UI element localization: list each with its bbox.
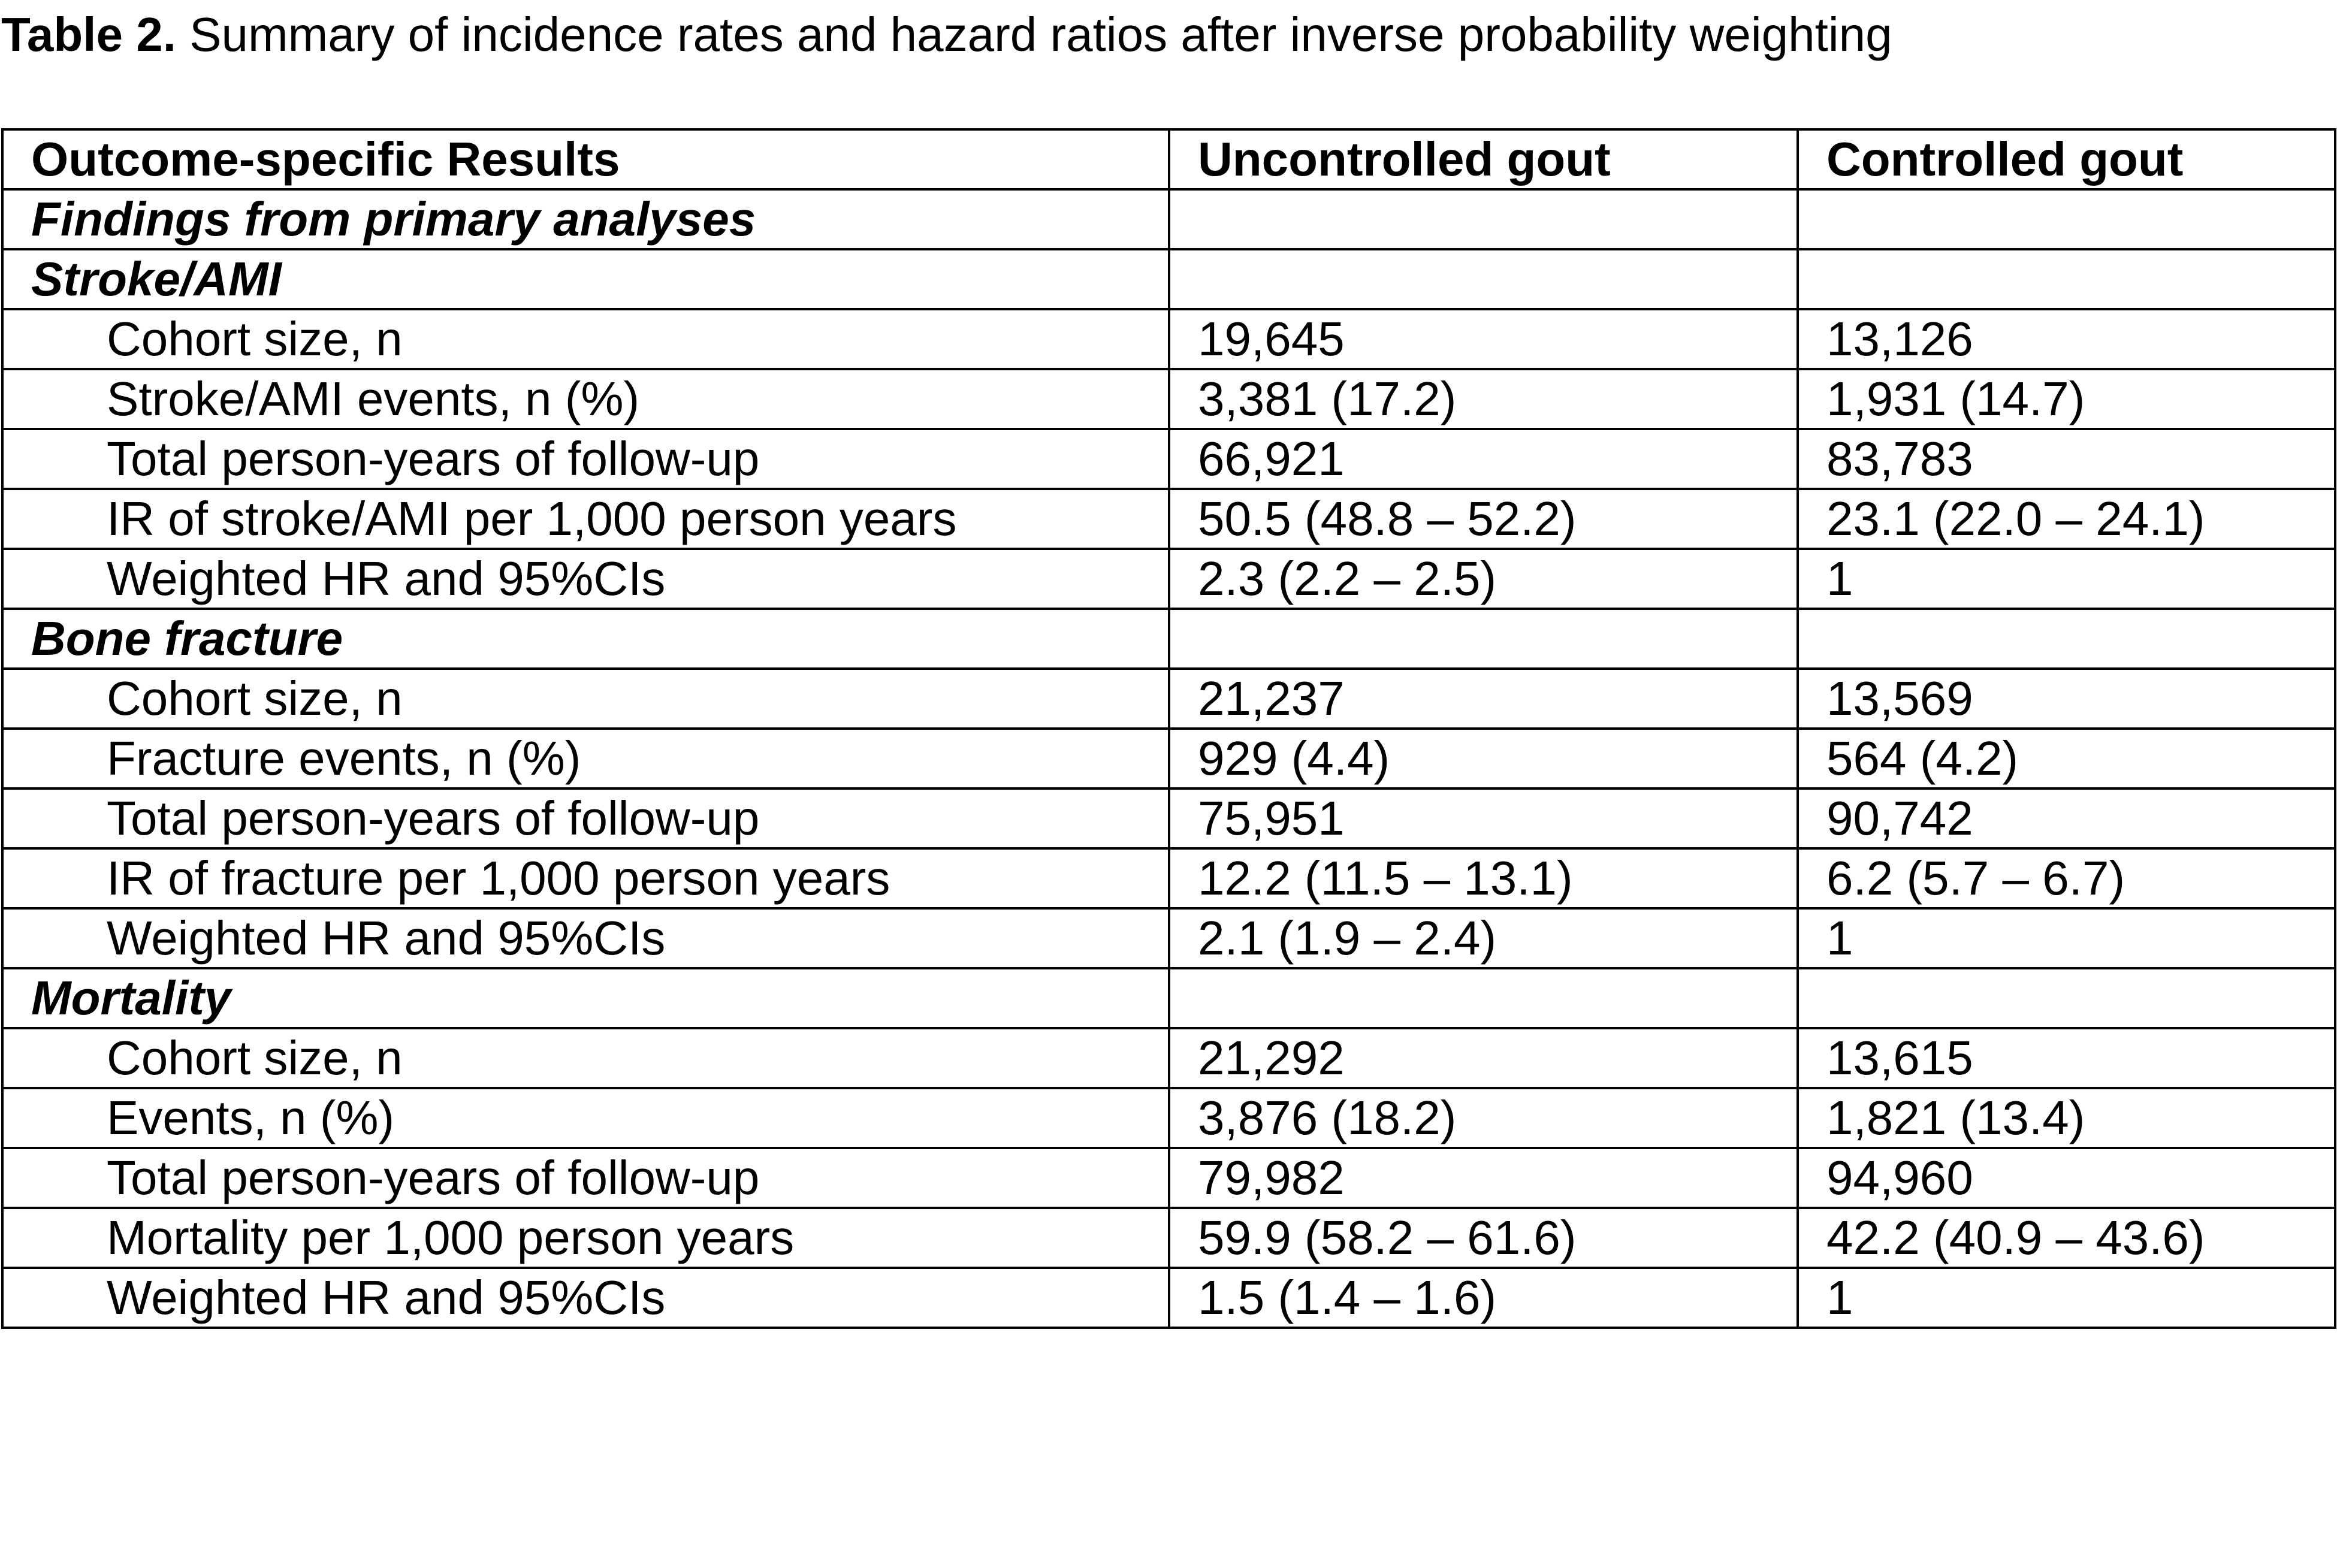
table-row: Cohort size, n 19,645 13,126 — [1, 308, 2336, 370]
uncontrolled-value: 12.2 (11.5 – 13.1) — [1168, 847, 1799, 910]
controlled-value: 1 — [1796, 548, 2336, 610]
controlled-value: 1,821 (13.4) — [1796, 1087, 2336, 1149]
uncontrolled-value: 3,876 (18.2) — [1168, 1087, 1799, 1149]
table-row: Cohort size, n 21,237 13,569 — [1, 667, 2336, 730]
uncontrolled-value — [1168, 608, 1799, 670]
row-label: Cohort size, n — [1, 308, 1170, 370]
controlled-value: 1 — [1796, 907, 2336, 969]
row-label: Bone fracture — [1, 608, 1170, 670]
uncontrolled-value: 21,292 — [1168, 1027, 1799, 1089]
row-label: Cohort size, n — [1, 1027, 1170, 1089]
controlled-value: 13,126 — [1796, 308, 2336, 370]
table-row: Weighted HR and 95%CIs 2.3 (2.2 – 2.5) 1 — [1, 548, 2336, 610]
row-label: Stroke/AMI events, n (%) — [1, 368, 1170, 430]
controlled-value — [1796, 188, 2336, 250]
table-row: IR of stroke/AMI per 1,000 person years 5… — [1, 488, 2336, 550]
table-row: Mortality per 1,000 person years 59.9 (58… — [1, 1207, 2336, 1269]
uncontrolled-value: 1.5 (1.4 – 1.6) — [1168, 1267, 1799, 1329]
table-number: Table 2. — [1, 8, 176, 61]
uncontrolled-value: 75,951 — [1168, 787, 1799, 850]
row-label: Total person-years of follow-up — [1, 428, 1170, 490]
table-row: Weighted HR and 95%CIs 1.5 (1.4 – 1.6) 1 — [1, 1267, 2336, 1329]
uncontrolled-value: 66,921 — [1168, 428, 1799, 490]
controlled-value: 6.2 (5.7 – 6.7) — [1796, 847, 2336, 910]
uncontrolled-value: 3,381 (17.2) — [1168, 368, 1799, 430]
controlled-value: 83,783 — [1796, 428, 2336, 490]
row-label: Fracture events, n (%) — [1, 727, 1170, 790]
row-label: IR of fracture per 1,000 person years — [1, 847, 1170, 910]
column-header-controlled: Controlled gout — [1796, 128, 2336, 191]
table-row: Events, n (%) 3,876 (18.2) 1,821 (13.4) — [1, 1087, 2336, 1149]
table-header-row: Outcome-specific Results Uncontrolled go… — [1, 128, 2336, 191]
controlled-value — [1796, 608, 2336, 670]
uncontrolled-value: 929 (4.4) — [1168, 727, 1799, 790]
uncontrolled-value: 19,645 — [1168, 308, 1799, 370]
controlled-value: 90,742 — [1796, 787, 2336, 850]
uncontrolled-value: 2.1 (1.9 – 2.4) — [1168, 907, 1799, 969]
table-caption: Table 2. Summary of incidence rates and … — [1, 5, 1892, 65]
section-row: Bone fracture — [1, 608, 2336, 670]
table-row: Stroke/AMI events, n (%) 3,381 (17.2) 1,93… — [1, 368, 2336, 430]
table-row: IR of fracture per 1,000 person years 12.… — [1, 847, 2336, 910]
uncontrolled-value: 21,237 — [1168, 667, 1799, 730]
section-row: Stroke/AMI — [1, 248, 2336, 310]
uncontrolled-value: 59.9 (58.2 – 61.6) — [1168, 1207, 1799, 1269]
table-row: Total person-years of follow-up 79,982 94,… — [1, 1147, 2336, 1209]
uncontrolled-value: 50.5 (48.8 – 52.2) — [1168, 488, 1799, 550]
table-row: Fracture events, n (%) 929 (4.4) 564 (4.2) — [1, 727, 2336, 790]
section-row: Mortality — [1, 967, 2336, 1029]
row-label: Cohort size, n — [1, 667, 1170, 730]
row-label: Mortality — [1, 967, 1170, 1029]
row-label: Total person-years of follow-up — [1, 787, 1170, 850]
table-row: Total person-years of follow-up 66,921 83,… — [1, 428, 2336, 490]
controlled-value — [1796, 967, 2336, 1029]
row-label: IR of stroke/AMI per 1,000 person years — [1, 488, 1170, 550]
controlled-value: 564 (4.2) — [1796, 727, 2336, 790]
row-label: Weighted HR and 95%CIs — [1, 907, 1170, 969]
results-table: Outcome-specific Results Uncontrolled go… — [1, 128, 2336, 1329]
row-label: Weighted HR and 95%CIs — [1, 1267, 1170, 1329]
row-label: Total person-years of follow-up — [1, 1147, 1170, 1209]
uncontrolled-value — [1168, 967, 1799, 1029]
controlled-value: 42.2 (40.9 – 43.6) — [1796, 1207, 2336, 1269]
uncontrolled-value: 79,982 — [1168, 1147, 1799, 1209]
uncontrolled-value — [1168, 248, 1799, 310]
controlled-value: 13,569 — [1796, 667, 2336, 730]
controlled-value — [1796, 248, 2336, 310]
table-row: Weighted HR and 95%CIs 2.1 (1.9 – 2.4) 1 — [1, 907, 2336, 969]
controlled-value: 1 — [1796, 1267, 2336, 1329]
section-row: Findings from primary analyses — [1, 188, 2336, 250]
column-header-outcome: Outcome-specific Results — [1, 128, 1170, 191]
controlled-value: 23.1 (22.0 – 24.1) — [1796, 488, 2336, 550]
row-label: Stroke/AMI — [1, 248, 1170, 310]
column-header-uncontrolled: Uncontrolled gout — [1168, 128, 1799, 191]
table-row: Total person-years of follow-up 75,951 90,… — [1, 787, 2336, 850]
row-label: Weighted HR and 95%CIs — [1, 548, 1170, 610]
table-row: Cohort size, n 21,292 13,615 — [1, 1027, 2336, 1089]
table-caption-text: Summary of incidence rates and hazard ra… — [176, 8, 1892, 61]
row-label: Mortality per 1,000 person years — [1, 1207, 1170, 1269]
uncontrolled-value: 2.3 (2.2 – 2.5) — [1168, 548, 1799, 610]
controlled-value: 1,931 (14.7) — [1796, 368, 2336, 430]
controlled-value: 13,615 — [1796, 1027, 2336, 1089]
row-label: Events, n (%) — [1, 1087, 1170, 1149]
controlled-value: 94,960 — [1796, 1147, 2336, 1209]
row-label: Findings from primary analyses — [1, 188, 1170, 250]
uncontrolled-value — [1168, 188, 1799, 250]
